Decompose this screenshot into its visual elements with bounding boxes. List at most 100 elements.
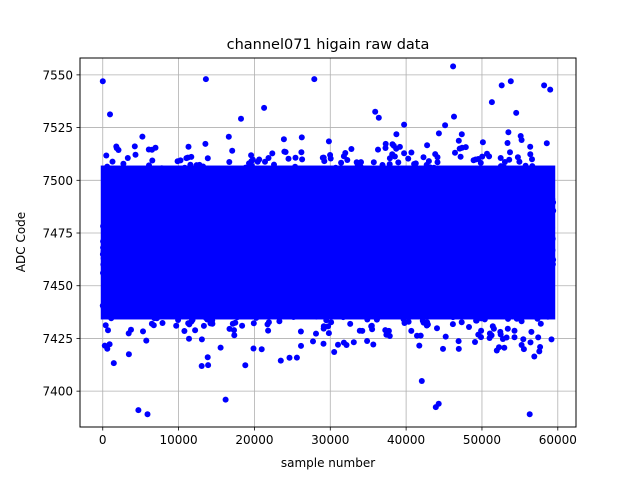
data-point [507, 149, 513, 156]
data-point [537, 320, 544, 327]
data-point [375, 146, 381, 153]
y-tick-label: 7500 [42, 174, 73, 188]
data-point [293, 354, 300, 361]
data-point [455, 137, 462, 144]
data-point [432, 151, 439, 158]
data-point [250, 345, 257, 352]
data-point [152, 144, 159, 151]
data-point [486, 153, 493, 160]
data-point [99, 78, 106, 85]
data-point [185, 320, 192, 327]
data-point [311, 76, 318, 83]
data-point [393, 131, 400, 138]
data-point [338, 159, 345, 166]
data-point [310, 338, 316, 345]
data-point [417, 332, 424, 339]
data-point [229, 147, 236, 154]
data-point [286, 354, 293, 361]
data-point [353, 159, 360, 166]
data-point [222, 396, 229, 403]
data-point [149, 157, 156, 164]
x-tick-label: 0 [99, 433, 107, 447]
data-point [386, 155, 393, 162]
data-point [344, 157, 351, 163]
data-point [434, 325, 440, 332]
y-tick-label: 7550 [42, 68, 73, 82]
data-point [348, 146, 355, 152]
data-point [506, 156, 513, 163]
x-axis-ticks: 0 10000 20000 30000 40000 50000 60000 [99, 427, 577, 447]
data-point [256, 156, 263, 163]
data-point [518, 342, 525, 348]
data-point [531, 353, 538, 360]
data-point [393, 145, 400, 152]
x-tick-label: 20000 [235, 433, 273, 447]
data-point [520, 336, 527, 343]
data-point [424, 142, 431, 149]
data-point [340, 339, 347, 346]
data-point [207, 320, 214, 327]
data-point [401, 150, 408, 157]
data-point [135, 407, 142, 414]
data-point [250, 320, 257, 327]
data-point [320, 340, 327, 347]
x-tick-label: 60000 [539, 433, 577, 447]
data-point [113, 143, 120, 150]
data-point [456, 145, 463, 152]
data-point [375, 114, 382, 121]
data-point [143, 337, 150, 344]
data-point [265, 319, 272, 326]
data-point [188, 153, 195, 160]
data-point [368, 323, 375, 330]
data-point [420, 154, 427, 161]
y-axis-ticks: 7400 7425 7450 7475 7500 7525 7550 [42, 68, 80, 399]
data-point [331, 349, 338, 355]
data-point [405, 155, 412, 162]
data-point [217, 344, 224, 351]
data-point [470, 157, 477, 164]
data-point [299, 156, 306, 163]
data-point [496, 344, 502, 351]
data-point [109, 158, 116, 165]
data-point [249, 156, 256, 163]
data-point [440, 345, 446, 352]
data-point [140, 328, 146, 335]
data-point [325, 330, 332, 337]
data-point [395, 159, 402, 166]
data-point [102, 322, 109, 329]
data-point [455, 345, 462, 352]
data-point [125, 351, 132, 358]
data-point [504, 140, 511, 146]
data-point [131, 143, 138, 150]
data-point [511, 334, 518, 341]
x-axis-label: sample number [281, 456, 375, 470]
data-point [120, 160, 127, 167]
data-point [434, 159, 441, 166]
data-point [528, 328, 535, 335]
x-tick-label: 10000 [159, 433, 197, 447]
data-point [389, 141, 396, 148]
data-point [401, 320, 408, 326]
data-point [192, 327, 199, 334]
data-point [418, 378, 425, 384]
data-point [425, 158, 432, 165]
data-point [225, 133, 232, 140]
y-tick-label: 7400 [42, 385, 73, 399]
data-point [335, 341, 341, 348]
dense-data-band [100, 165, 556, 320]
data-point [276, 318, 283, 325]
data-point [320, 325, 327, 332]
data-point [457, 153, 464, 160]
data-point [238, 115, 244, 122]
data-point [186, 335, 192, 342]
data-point [488, 332, 495, 339]
data-point [261, 104, 268, 111]
data-point [144, 411, 151, 418]
data-point [226, 159, 233, 165]
data-point [202, 140, 209, 147]
data-point [442, 333, 449, 340]
data-point [277, 357, 284, 364]
data-point [516, 158, 523, 165]
data-point [292, 154, 299, 161]
data-point [173, 322, 180, 329]
